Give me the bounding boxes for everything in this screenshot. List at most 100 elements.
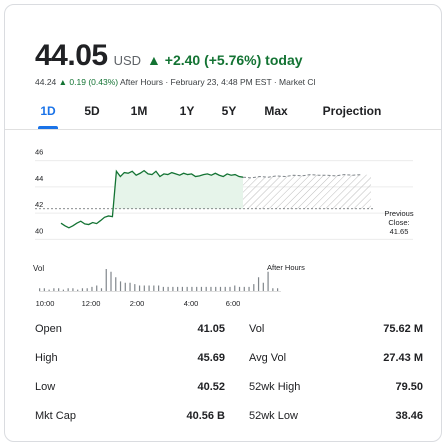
tab-5d[interactable]: 5D — [84, 104, 100, 118]
price-row: 44.05 USD ▲ +2.40 (+5.76%) today — [35, 39, 303, 73]
volume-bar — [77, 289, 79, 291]
tab-5y[interactable]: 5Y — [221, 104, 237, 118]
volume-bar — [234, 285, 236, 291]
previous-close-label-line1: Previous — [384, 209, 413, 218]
volume-bar — [48, 289, 50, 291]
volume-bar — [172, 286, 174, 291]
y-tick-label: 44 — [35, 174, 43, 183]
volume-bar — [210, 286, 212, 291]
volume-bar — [53, 288, 55, 291]
stat-row-open: Open 41.05 Vol 75.62 M — [35, 323, 423, 352]
after-hours-price: 44.24 — [35, 77, 57, 87]
volume-bar — [91, 286, 93, 291]
volume-bar — [143, 285, 145, 291]
stat-label: Avg Vol — [249, 352, 287, 364]
price-area-fill — [112, 170, 243, 217]
volume-bar — [148, 285, 150, 291]
tab-max[interactable]: Max — [264, 104, 288, 118]
volume-bar — [96, 285, 98, 291]
stat-value: 79.50 — [395, 381, 423, 393]
volume-bar — [134, 284, 136, 291]
x-tick-label: 4:00 — [184, 299, 199, 308]
price-line — [60, 169, 244, 229]
volume-bar — [39, 288, 41, 291]
volume-bar — [229, 286, 231, 291]
volume-bar — [153, 285, 155, 291]
stat-row-mkt-cap: Mkt Cap 40.56 B 52wk Low 38.46 — [35, 410, 423, 439]
volume-bar — [177, 286, 179, 291]
y-tick-label: 46 — [35, 148, 43, 157]
volume-bar — [219, 286, 222, 291]
after-hours-info: After Hours · February 23, 4:48 PM EST ·… — [120, 77, 316, 87]
stat-label: Vol — [249, 323, 265, 335]
price-chart[interactable]: 46 44 42 40 10:00 12:00 2:00 4:00 6:00 Vol Afte… — [5, 133, 442, 315]
stat-label: 52wk High — [249, 381, 301, 393]
volume-bar — [262, 282, 264, 291]
stat-label: Mkt Cap — [35, 410, 76, 422]
tab-1m[interactable]: 1M — [130, 104, 148, 118]
tab-1y[interactable]: 1Y — [179, 104, 195, 118]
volume-bar — [110, 271, 112, 291]
currency-label: USD — [113, 53, 142, 68]
after-hours-hatch-tail — [361, 174, 371, 209]
volume-bar — [186, 286, 188, 291]
volume-bar — [62, 289, 64, 291]
tab-projection[interactable]: Projection — [322, 104, 382, 118]
volume-bar — [86, 288, 88, 291]
stats-table: Open 41.05 Vol 75.62 M High 45.69 Avg Vo… — [35, 323, 423, 439]
volume-bar — [43, 288, 45, 291]
volume-bar — [205, 286, 207, 291]
range-tabs: 1D 5D 1M 1Y 5Y Max Projection — [35, 101, 425, 129]
stat-value: 40.52 — [197, 381, 225, 393]
after-hours-change: ▲ 0.19 (0.43%) — [58, 77, 119, 87]
previous-close-label-line2: Close: — [388, 218, 409, 227]
volume-label: Vol — [33, 264, 44, 273]
stat-label: 52wk Low — [249, 410, 298, 422]
stat-label: High — [35, 352, 58, 364]
volume-bar — [124, 282, 126, 291]
volume-bar — [196, 286, 198, 291]
x-tick-label: 10:00 — [36, 299, 55, 308]
stat-label: Open — [35, 323, 62, 335]
stat-value: 27.43 M — [383, 352, 423, 364]
stat-row-high: High 45.69 Avg Vol 27.43 M — [35, 352, 423, 381]
volume-bar — [181, 286, 183, 291]
after-hours-row: 44.24 ▲ 0.19 (0.43%) After Hours · Febru… — [35, 77, 315, 87]
volume-bar — [257, 277, 260, 291]
volume-bar — [253, 284, 255, 291]
volume-bar — [224, 286, 226, 291]
previous-close-label-value: 41.65 — [390, 227, 409, 236]
x-tick-label: 6:00 — [226, 299, 241, 308]
volume-bar — [215, 286, 217, 291]
after-hours-hatch — [243, 174, 361, 209]
stat-row-low: Low 40.52 52wk High 79.50 — [35, 381, 423, 410]
previous-close-label: Previous Close: 41.65 — [384, 209, 413, 236]
volume-bar — [72, 288, 74, 291]
volume-bar — [162, 286, 164, 291]
after-hours-label: After Hours — [267, 263, 305, 272]
stat-value: 41.05 — [197, 323, 225, 335]
volume-bar — [67, 288, 69, 291]
volume-bar — [267, 271, 269, 291]
tabs-divider — [5, 129, 441, 130]
current-price: 44.05 — [35, 39, 108, 72]
price-change: ▲ +2.40 (+5.76%) today — [147, 52, 303, 68]
stock-quote-card: 44.05 USD ▲ +2.40 (+5.76%) today 44.24 ▲ 0… — [4, 4, 442, 442]
volume-bar — [191, 286, 193, 291]
volume-bar — [119, 281, 122, 291]
volume-bar — [243, 286, 245, 291]
volume-bar — [100, 288, 103, 291]
volume-bar — [272, 288, 274, 291]
volume-bar — [58, 288, 60, 291]
volume-bar — [248, 286, 250, 291]
volume-bar — [105, 269, 107, 291]
volume-bar — [81, 288, 84, 291]
volume-bar — [238, 286, 241, 291]
volume-bar — [200, 286, 203, 291]
x-tick-label: 12:00 — [82, 299, 101, 308]
stat-label: Low — [35, 381, 56, 393]
stat-value: 45.69 — [197, 352, 225, 364]
tab-1d[interactable]: 1D — [35, 101, 61, 129]
y-tick-label: 40 — [35, 226, 43, 235]
volume-bar — [167, 286, 169, 291]
